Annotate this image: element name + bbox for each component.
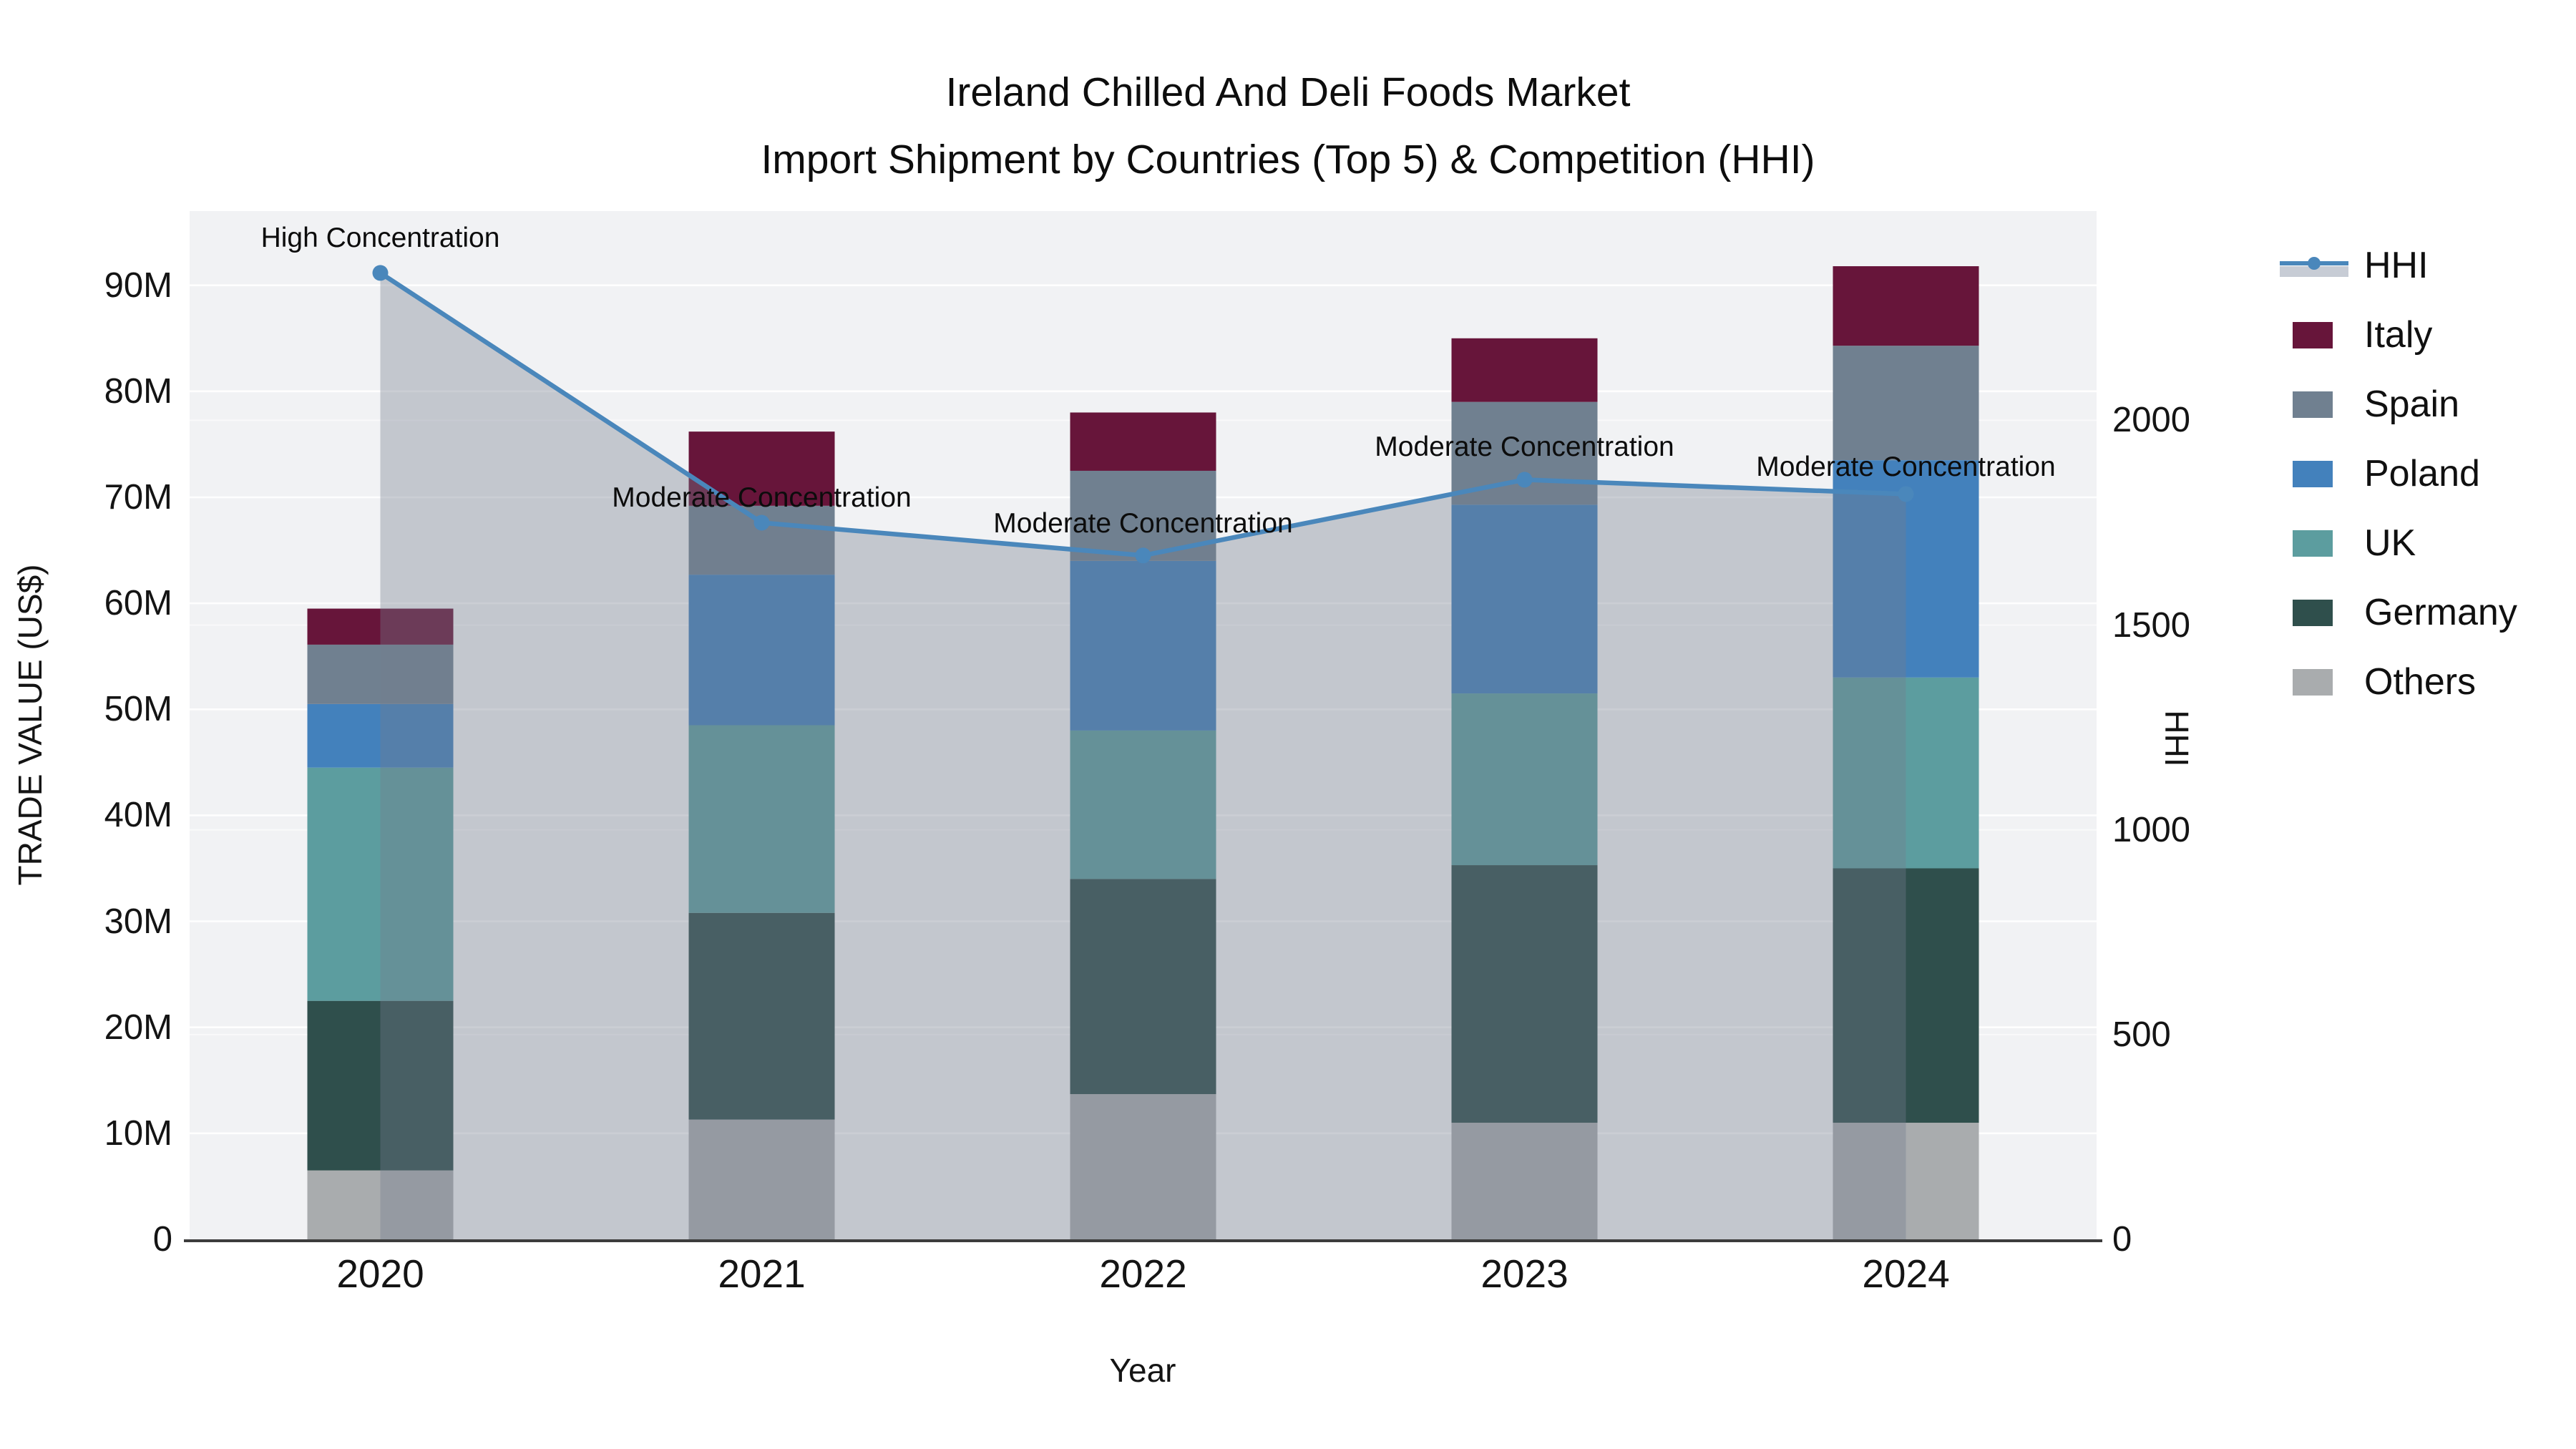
y-axis-right-tick-label: 2000 <box>2112 401 2191 440</box>
y-axis-right-tick-label: 1500 <box>2112 605 2191 645</box>
x-axis-tick-label: 2021 <box>718 1252 806 1296</box>
legend-color-swatch-icon <box>2293 599 2333 626</box>
bar-segment-uk-2022 <box>1070 730 1216 879</box>
legend-item-spain[interactable]: Spain <box>2280 369 2517 439</box>
annotation-label: High Concentration <box>260 222 500 253</box>
y-axis-left-title: TRADE VALUE (US$) <box>11 564 49 886</box>
bar-segment-uk-2021 <box>688 725 835 913</box>
bar-segment-germany-2021 <box>688 912 835 1120</box>
y-axis-left-tick-label: 10M <box>104 1113 172 1153</box>
bar-segment-others-2024 <box>1833 1123 1979 1239</box>
chart-title-line1: Ireland Chilled And Deli Foods Market <box>945 69 1631 115</box>
bar-segment-others-2023 <box>1451 1123 1598 1239</box>
y-axis-right-tick-label: 1000 <box>2112 810 2191 849</box>
bar-segment-poland-2023 <box>1451 504 1598 694</box>
bar-series <box>307 266 1979 1239</box>
y-axis-left-tick-label: 70M <box>104 477 172 517</box>
hhi-marker-2023 <box>1516 472 1533 488</box>
y-axis-left-tick-label: 80M <box>104 371 172 411</box>
bar-segment-germany-2022 <box>1070 879 1216 1095</box>
x-axis-tick-label: 2020 <box>336 1252 424 1296</box>
legend-color-swatch-icon <box>2293 460 2333 487</box>
y-axis-right-title: HHI <box>2158 710 2195 767</box>
y-axis-left-tick-label: 40M <box>104 796 172 835</box>
annotation-label: Moderate Concentration <box>1375 431 1674 462</box>
x-axis-title: Year <box>1109 1352 1176 1389</box>
legend-color-swatch-icon <box>2293 321 2333 348</box>
bar-segment-spain-2020 <box>307 644 454 704</box>
legend-item-italy[interactable]: Italy <box>2280 300 2517 369</box>
bar-segment-others-2021 <box>688 1119 835 1239</box>
legend-item-hhi[interactable]: HHI <box>2280 230 2517 300</box>
legend-item-label: UK <box>2364 522 2416 564</box>
bar-segment-italy-2022 <box>1070 412 1216 471</box>
hhi-marker-2021 <box>753 514 770 531</box>
bar-segment-others-2020 <box>307 1170 454 1239</box>
x-axis-tick-label: 2022 <box>1099 1252 1187 1296</box>
bar-segment-germany-2020 <box>307 1000 454 1171</box>
hhi-area-fill <box>380 273 1906 1239</box>
bar-segment-italy-2020 <box>307 608 454 645</box>
bar-segment-germany-2023 <box>1451 865 1598 1123</box>
hhi-marker-2024 <box>1898 486 1914 502</box>
legend-item-label: HHI <box>2364 244 2429 286</box>
legend-item-uk[interactable]: UK <box>2280 508 2517 577</box>
x-axis-tick-label: 2023 <box>1480 1252 1568 1296</box>
annotation-label: Moderate Concentration <box>612 482 912 513</box>
y-axis-left-tick-label: 90M <box>104 265 172 305</box>
x-axis-tick-label: 2024 <box>1862 1252 1950 1296</box>
bar-segment-uk-2020 <box>307 767 454 1001</box>
annotation-label: Moderate Concentration <box>1756 451 2056 482</box>
y-axis-left-tick-label: 0 <box>152 1220 172 1259</box>
chart-title: Ireland Chilled And Deli Foods Market Im… <box>0 59 2576 193</box>
y-axis-right-tick-label: 500 <box>2112 1015 2171 1054</box>
legend-item-label: Others <box>2364 660 2477 703</box>
bar-segment-spain-2024 <box>1833 346 1979 461</box>
legend-color-swatch-icon <box>2293 391 2333 418</box>
legend-item-label: Germany <box>2364 591 2517 633</box>
hhi-marker-2022 <box>1135 547 1151 564</box>
annotation-label: Moderate Concentration <box>993 507 1293 539</box>
legend-color-swatch-icon <box>2293 668 2333 696</box>
y-axis-left-tick-label: 30M <box>104 902 172 941</box>
bar-segment-italy-2024 <box>1833 266 1979 346</box>
y-axis-left-tick-label: 20M <box>104 1008 172 1047</box>
y-axis-left-tick-label: 60M <box>104 584 172 623</box>
bar-segment-uk-2023 <box>1451 693 1598 866</box>
bar-segment-poland-2021 <box>688 575 835 726</box>
y-axis-left-tick-label: 50M <box>104 690 172 729</box>
bar-segment-others-2022 <box>1070 1094 1216 1239</box>
y-axis-right-tick-label: 0 <box>2112 1220 2132 1259</box>
bar-segment-poland-2020 <box>307 703 454 768</box>
legend-item-germany[interactable]: Germany <box>2280 577 2517 647</box>
bar-segment-italy-2023 <box>1451 338 1598 402</box>
hhi-marker-2020 <box>372 265 389 281</box>
legend-line-area-swatch-icon <box>2280 256 2348 277</box>
bar-segment-poland-2022 <box>1070 560 1216 731</box>
chart-title-line2: Import Shipment by Countries (Top 5) & C… <box>761 137 1815 182</box>
legend-item-others[interactable]: Others <box>2280 647 2517 716</box>
bar-segment-uk-2024 <box>1833 677 1979 869</box>
bar-segment-germany-2024 <box>1833 868 1979 1123</box>
legend-item-poland[interactable]: Poland <box>2280 439 2517 508</box>
legend-color-swatch-icon <box>2293 530 2333 557</box>
legend-item-label: Italy <box>2364 313 2433 356</box>
legend: HHI Italy Spain Poland UK Germany Others <box>2280 230 2517 716</box>
legend-item-label: Poland <box>2364 452 2480 494</box>
legend-item-label: Spain <box>2364 383 2459 425</box>
